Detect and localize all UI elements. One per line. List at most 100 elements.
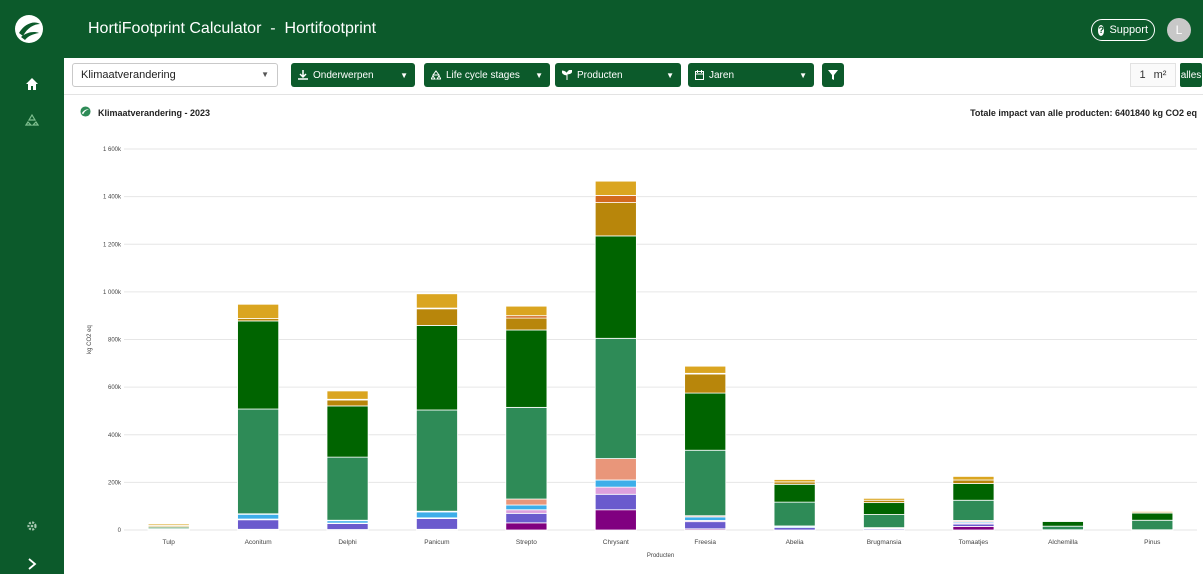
x-category-label: Tomaatjes <box>959 539 989 546</box>
bar-segment[interactable] <box>774 480 815 482</box>
alles-button[interactable]: alles <box>1180 63 1202 87</box>
chevron-down-icon: ▼ <box>400 71 408 80</box>
bar-segment[interactable] <box>238 321 279 409</box>
home-icon[interactable] <box>20 72 44 96</box>
bar-segment[interactable] <box>506 499 547 505</box>
bar-segment[interactable] <box>327 457 368 520</box>
bar-segment[interactable] <box>327 406 368 457</box>
recycle-icon[interactable] <box>20 108 44 132</box>
bar-segment[interactable] <box>685 522 726 529</box>
bar-segment[interactable] <box>774 484 815 502</box>
y-axis-label: kg CO2 eq <box>87 325 93 354</box>
x-category-label: Alchemilla <box>1048 539 1078 546</box>
bar-segment[interactable] <box>1132 511 1173 512</box>
chevron-down-icon: ▼ <box>261 70 269 79</box>
bar-segment[interactable] <box>685 366 726 373</box>
area-unit: m² <box>1154 69 1167 81</box>
bar-segment[interactable] <box>953 480 994 484</box>
bar-segment[interactable] <box>595 487 636 494</box>
bar-segment[interactable] <box>595 338 636 458</box>
bar-segment[interactable] <box>416 512 457 518</box>
x-category-label: Chrysant <box>603 539 629 546</box>
y-tick-label: 600k <box>108 385 122 391</box>
x-axis-label: Producten <box>647 553 674 559</box>
bar-segment[interactable] <box>238 409 279 514</box>
bar-segment[interactable] <box>595 203 636 236</box>
bar-segment[interactable] <box>953 476 994 480</box>
filter-button[interactable] <box>822 63 844 87</box>
onderwerpen-dropdown[interactable]: Onderwerpen ▼ <box>291 63 415 87</box>
bar-segment[interactable] <box>595 510 636 530</box>
y-tick-label: 1 200k <box>103 242 122 248</box>
bar-segment[interactable] <box>416 410 457 511</box>
y-tick-label: 800k <box>108 338 122 344</box>
bar-segment[interactable] <box>506 523 547 530</box>
jaren-label: Jaren <box>709 70 799 81</box>
onderwerpen-label: Onderwerpen <box>313 70 400 81</box>
bar-segment[interactable] <box>506 318 547 330</box>
bar-segment[interactable] <box>148 524 189 525</box>
bar-segment[interactable] <box>863 515 904 528</box>
producten-label: Producten <box>577 70 666 81</box>
bar-segment[interactable] <box>595 236 636 338</box>
bar-segment[interactable] <box>327 391 368 399</box>
bar-segment[interactable] <box>953 484 994 501</box>
bar-segment[interactable] <box>506 513 547 523</box>
y-tick-label: 1 000k <box>103 290 122 296</box>
y-tick-label: 1 600k <box>103 147 122 153</box>
bar-segment[interactable] <box>327 524 368 530</box>
bar-segment[interactable] <box>1132 520 1173 530</box>
bar-segment[interactable] <box>1042 521 1083 526</box>
bar-segment[interactable] <box>416 294 457 308</box>
gear-icon[interactable] <box>20 514 44 538</box>
bar-segment[interactable] <box>506 510 547 514</box>
y-tick-label: 400k <box>108 433 122 439</box>
bar-segment[interactable] <box>506 407 547 499</box>
chart-title: Klimaatverandering - 2023 <box>98 108 210 118</box>
bar-segment[interactable] <box>774 502 815 526</box>
top-bar: HortiFootprint Calculator - Hortifootpri… <box>64 0 1203 58</box>
app-logo <box>14 14 44 44</box>
download-icon <box>298 70 308 80</box>
bar-segment[interactable] <box>863 498 904 500</box>
recycle-icon <box>431 70 441 80</box>
bar-segment[interactable] <box>1042 526 1083 530</box>
bar-segment[interactable] <box>953 500 994 520</box>
support-button[interactable]: ? Support <box>1091 19 1155 41</box>
sprout-icon <box>562 70 572 80</box>
bar-segment[interactable] <box>1132 513 1173 520</box>
chevron-right-icon[interactable] <box>20 552 44 576</box>
bar-segment[interactable] <box>327 400 368 406</box>
impact-category-select[interactable]: Klimaatverandering ▼ <box>72 63 278 87</box>
avatar[interactable]: L <box>1167 18 1191 42</box>
bar-segment[interactable] <box>595 459 636 480</box>
x-category-label: Freesia <box>694 539 716 546</box>
calendar-icon <box>695 70 704 80</box>
bar-segment[interactable] <box>416 325 457 410</box>
bar-segment[interactable] <box>685 393 726 450</box>
area-field[interactable]: 1 m² <box>1130 63 1176 87</box>
bar-segment[interactable] <box>685 450 726 515</box>
life-cycle-stages-dropdown[interactable]: Life cycle stages ▼ <box>424 63 550 87</box>
bar-segment[interactable] <box>416 519 457 530</box>
bar-segment[interactable] <box>238 520 279 530</box>
bar-segment[interactable] <box>863 503 904 515</box>
bar-segment[interactable] <box>685 517 726 521</box>
bar-segment[interactable] <box>506 306 547 316</box>
bar-segment[interactable] <box>595 181 636 195</box>
filter-icon <box>828 70 838 80</box>
bar-segment[interactable] <box>595 195 636 202</box>
jaren-dropdown[interactable]: Jaren ▼ <box>688 63 814 87</box>
x-category-label: Strepto <box>516 539 537 546</box>
producten-dropdown[interactable]: Producten ▼ <box>555 63 681 87</box>
bar-segment[interactable] <box>416 309 457 326</box>
bar-segment[interactable] <box>685 374 726 393</box>
bar-segment[interactable] <box>506 505 547 510</box>
bar-segment[interactable] <box>595 494 636 509</box>
bar-segment[interactable] <box>595 480 636 487</box>
bar-segment[interactable] <box>953 526 994 530</box>
bar-segment[interactable] <box>238 304 279 318</box>
bar-segment[interactable] <box>238 514 279 519</box>
toolbar: Klimaatverandering ▼ Onderwerpen ▼ Life … <box>64 58 1203 95</box>
bar-segment[interactable] <box>506 330 547 407</box>
